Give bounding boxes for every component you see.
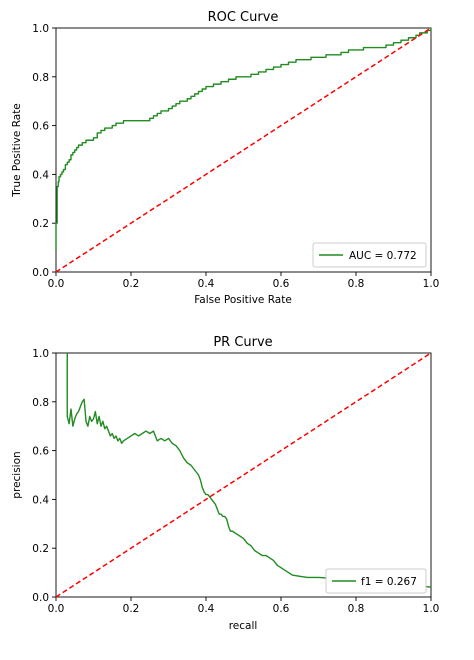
pr-y-tick-label: 0.0 (32, 592, 49, 604)
roc-curve-line (55, 28, 432, 251)
pr-y-tick-label: 0.4 (32, 494, 49, 506)
pr-x-tick-label: 0.2 (123, 603, 140, 615)
roc-x-tick-label: 0.2 (123, 278, 140, 290)
roc-y-tick-label: 0.6 (32, 121, 49, 133)
roc-x-tick-label: 0.4 (198, 278, 215, 290)
roc-y-tick-label: 0.8 (32, 72, 49, 84)
roc-x-axis-label: False Positive Rate (194, 294, 292, 306)
pr-y-axis-label: precision (11, 451, 23, 498)
pr-title: PR Curve (213, 335, 272, 350)
roc-y-tick-label: 0.4 (32, 169, 49, 181)
roc-plot-frame (55, 27, 432, 273)
pr-y-tick-label: 0.2 (32, 543, 49, 555)
pr-chart: PR Curve 0.0 0.2 0.4 0.6 0.8 1.00.00.20.40.60… (11, 335, 439, 632)
roc-y-tick-label: 1.0 (32, 23, 49, 35)
pr-x-tick-label: 0.4 (198, 603, 215, 615)
roc-chart: ROC Curve 0.0 0.2 0.4 0.6 0.8 1.0 0.0 0.2 0.4 0.6… (11, 10, 439, 306)
pr-legend: f1 = 0.267 (325, 568, 427, 594)
roc-x-tick-label: 0.8 (348, 278, 365, 290)
roc-title: ROC Curve (208, 10, 279, 25)
pr-y-tick-label: 1.0 (32, 348, 49, 360)
roc-y-tick-label: 0.0 (32, 267, 49, 279)
roc-x-tick-label: 0.6 (273, 278, 290, 290)
pr-plot-frame (55, 352, 432, 598)
roc-y-tick-label: 0.2 (32, 218, 49, 230)
roc-ticks: 0.0 0.2 0.4 0.6 0.8 1.0 0.0 0.2 0.4 0.6 0.8 1.0 (32, 23, 439, 290)
pr-y-tick-label: 0.8 (32, 397, 49, 409)
pr-series (55, 352, 432, 598)
pr-x-tick-label: 0.6 (273, 603, 290, 615)
pr-legend-label: f1 = 0.267 (361, 576, 417, 588)
pr-x-tick-label: 1.0 (423, 603, 440, 615)
pr-y-tick-label: 0.6 (32, 446, 49, 458)
pr-diagonal-reference-line (55, 352, 432, 598)
roc-legend-box (312, 242, 427, 268)
roc-x-tick-label: 1.0 (423, 278, 440, 290)
roc-legend: AUC = 0.772 (312, 242, 427, 268)
roc-series (55, 27, 432, 273)
pr-x-tick-label: 0.8 (348, 603, 365, 615)
pr-legend-box (325, 568, 427, 594)
roc-diagonal-reference-line (55, 27, 432, 273)
pr-curve-line (66, 353, 432, 588)
roc-x-tick-label: 0.0 (48, 278, 65, 290)
roc-y-axis-label: True Positive Rate (11, 103, 23, 198)
pr-x-axis-label: recall (229, 620, 258, 632)
pr-x-tick-label: 0.0 (48, 603, 65, 615)
pr-ticks: 0.0 0.2 0.4 0.6 0.8 1.0 0.0 0.2 0.4 0.6 0.8 1.0 (32, 348, 439, 615)
roc-legend-label: AUC = 0.772 (349, 250, 417, 262)
